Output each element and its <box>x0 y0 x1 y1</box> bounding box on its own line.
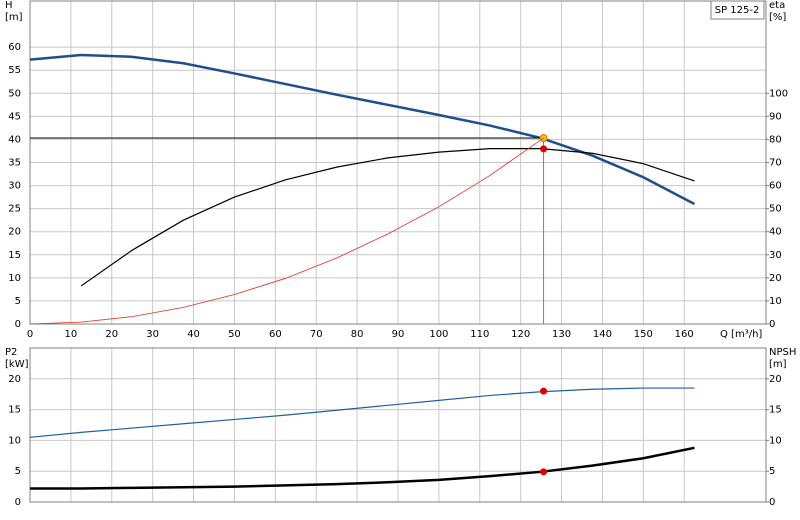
duty-point <box>540 387 548 395</box>
x-tick-label: 30 <box>146 329 159 340</box>
y2-axis-label: eta <box>769 0 785 11</box>
y-tick-label: 60 <box>8 42 21 53</box>
plot-frame <box>29 347 767 503</box>
y-tick-label: 5 <box>15 296 21 307</box>
y2-tick-label: 0 <box>769 497 775 508</box>
y2-tick-label: 60 <box>769 181 782 192</box>
x-tick-label: 120 <box>511 329 530 340</box>
x-axis-label: Q [m³/h] <box>720 329 762 340</box>
y-tick-label: 10 <box>8 273 21 284</box>
legend-box <box>710 0 765 20</box>
x-tick-label: 100 <box>429 329 448 340</box>
x-tick-label: 150 <box>634 329 653 340</box>
duty-point <box>540 468 548 476</box>
x-tick-label: 10 <box>65 329 78 340</box>
y2-tick-label: 30 <box>769 250 782 261</box>
y-tick-label: 20 <box>8 227 21 238</box>
y2-axis-unit: [m] <box>769 359 787 370</box>
x-tick-label: 0 <box>27 329 33 340</box>
y-tick-label: 50 <box>8 88 21 99</box>
y-tick-label: 40 <box>8 134 21 145</box>
duty-point <box>540 145 548 153</box>
y2-axis-unit: [%] <box>769 12 786 23</box>
plot-frame <box>29 0 767 325</box>
y-tick-label: 20 <box>8 374 21 385</box>
y-axis-label: H <box>5 0 13 11</box>
y-tick-label: 30 <box>8 181 21 192</box>
y2-tick-label: 100 <box>769 88 788 99</box>
x-tick-label: 50 <box>228 329 241 340</box>
x-tick-label: 70 <box>310 329 323 340</box>
y2-tick-label: 80 <box>769 134 782 145</box>
y2-tick-label: 70 <box>769 158 782 169</box>
x-tick-label: 130 <box>552 329 571 340</box>
y-tick-label: 0 <box>15 497 21 508</box>
y2-tick-label: 50 <box>769 204 782 215</box>
y2-tick-label: 20 <box>769 273 782 284</box>
y-tick-label: 35 <box>8 158 21 169</box>
y2-tick-label: 15 <box>769 405 782 416</box>
x-tick-label: 110 <box>470 329 489 340</box>
y2-tick-label: 0 <box>769 319 775 330</box>
y2-tick-label: 40 <box>769 227 782 238</box>
series-line <box>30 446 695 490</box>
x-tick-label: 80 <box>351 329 364 340</box>
x-tick-label: 20 <box>105 329 118 340</box>
y-tick-label: 0 <box>15 319 21 330</box>
y-tick-label: 15 <box>8 250 21 261</box>
series-line <box>29 387 695 438</box>
y-axis-unit: [kW] <box>5 359 29 370</box>
x-tick-label: 140 <box>593 329 612 340</box>
y-tick-label: 55 <box>8 65 21 76</box>
x-tick-label: 40 <box>187 329 200 340</box>
x-tick-label: 60 <box>269 329 282 340</box>
y2-tick-label: 10 <box>769 435 782 446</box>
y-tick-label: 25 <box>8 204 21 215</box>
y-axis-unit: [m] <box>5 12 23 23</box>
x-tick-label: 160 <box>675 329 694 340</box>
y-tick-label: 15 <box>8 405 21 416</box>
y-tick-label: 45 <box>8 111 21 122</box>
y-axis-label: P2 <box>5 347 17 358</box>
legend-label: SP 125-2 <box>715 5 760 16</box>
y-tick-label: 10 <box>8 435 21 446</box>
y-tick-label: 5 <box>15 466 21 477</box>
y2-tick-label: 5 <box>769 466 775 477</box>
x-tick-label: 90 <box>392 329 405 340</box>
y2-tick-label: 20 <box>769 374 782 385</box>
y2-tick-label: 90 <box>769 111 782 122</box>
series-line <box>80 148 695 287</box>
series-line <box>29 137 544 325</box>
y2-axis-label: NPSH <box>769 347 796 358</box>
y2-tick-label: 10 <box>769 296 782 307</box>
